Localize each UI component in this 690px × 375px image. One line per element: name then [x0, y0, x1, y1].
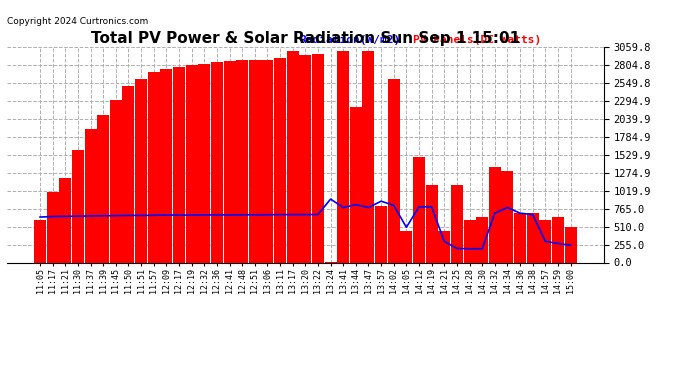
Bar [160, 69, 172, 262]
Bar [375, 206, 387, 262]
Bar [236, 60, 248, 262]
Bar [400, 231, 413, 262]
Bar [198, 64, 210, 262]
Bar [514, 213, 526, 262]
Bar [426, 185, 437, 262]
Bar [173, 67, 185, 262]
Bar [224, 61, 235, 262]
Bar [362, 51, 375, 262]
Bar [312, 54, 324, 262]
Bar [249, 60, 261, 262]
Bar [526, 213, 539, 262]
Bar [350, 108, 362, 262]
Bar [72, 150, 84, 262]
Text: Copyright 2024 Curtronics.com: Copyright 2024 Curtronics.com [7, 17, 148, 26]
Bar [476, 217, 489, 262]
Bar [388, 79, 400, 262]
Bar [211, 62, 223, 262]
Bar [337, 51, 349, 262]
Bar [135, 79, 147, 262]
Bar [464, 220, 475, 262]
Text: Radiation(W/m2): Radiation(W/m2) [299, 35, 401, 45]
Title: Total PV Power & Solar Radiation Sun Sep 1 15:01: Total PV Power & Solar Radiation Sun Sep… [91, 31, 520, 46]
Bar [186, 65, 197, 262]
Bar [413, 157, 425, 262]
Bar [148, 72, 159, 262]
Bar [552, 217, 564, 262]
Bar [274, 58, 286, 262]
Bar [540, 220, 551, 262]
Bar [502, 171, 513, 262]
Bar [438, 231, 451, 262]
Bar [122, 86, 135, 262]
Text: PV Panels(DC Watts): PV Panels(DC Watts) [413, 35, 541, 45]
Bar [34, 220, 46, 262]
Bar [564, 226, 577, 262]
Bar [299, 55, 311, 262]
Bar [451, 185, 463, 262]
Bar [59, 178, 71, 262]
Bar [97, 114, 109, 262]
Bar [262, 60, 273, 262]
Bar [110, 100, 122, 262]
Bar [286, 51, 299, 262]
Bar [47, 192, 59, 262]
Bar [489, 167, 501, 262]
Bar [85, 129, 97, 262]
